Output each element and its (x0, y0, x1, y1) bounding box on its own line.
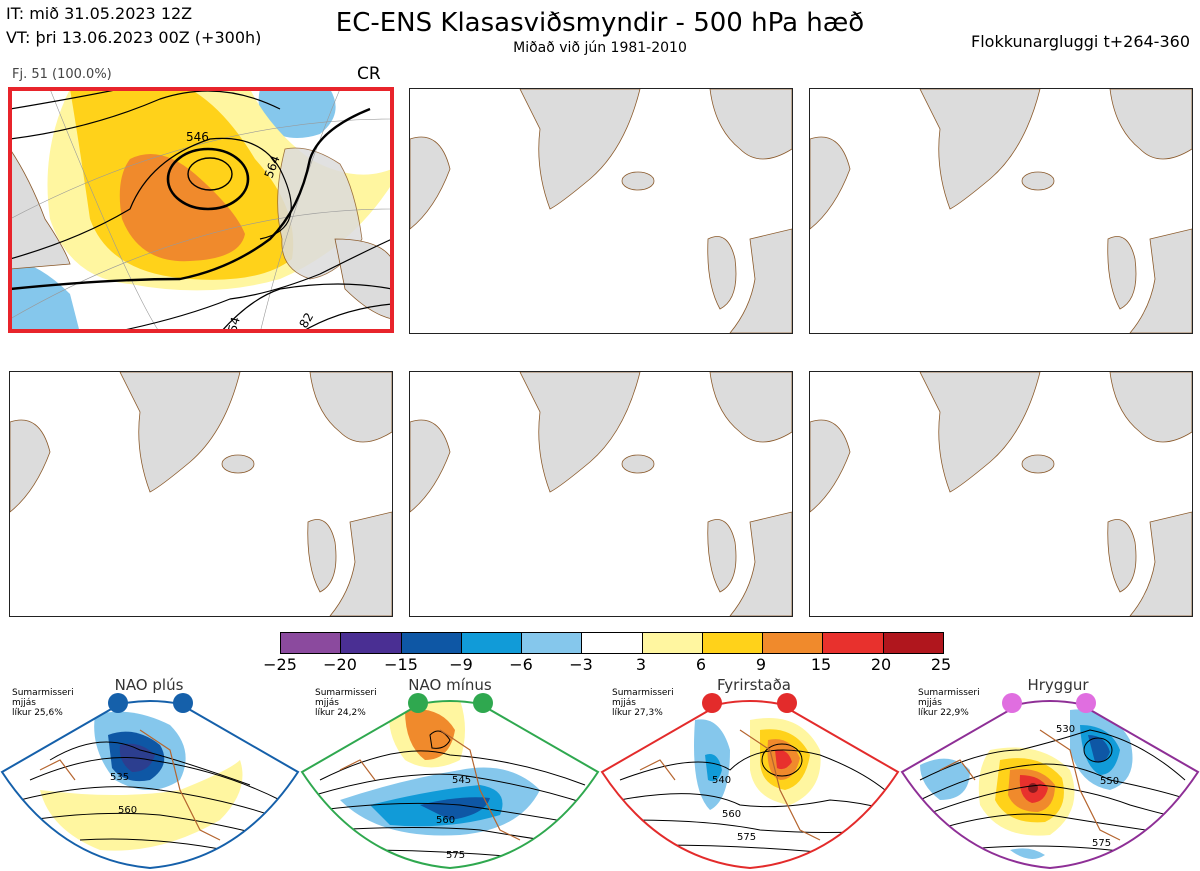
regime-title: NAO mínus (408, 676, 492, 694)
regime-probability: Sumarmisseri mjjás líkur 25,6% (12, 688, 74, 718)
colorbar-swatch (763, 633, 824, 653)
cluster-label: Fj. 51 (100.0%) (12, 67, 112, 82)
cluster-map-1[interactable]: 546 564 54 82 (10, 89, 392, 333)
contour-label: 560 (436, 815, 455, 826)
regime-title: Fyrirstaða (717, 676, 791, 694)
regime-marker (473, 693, 493, 713)
regime-map-nao-minus[interactable]: 545 560 575 (300, 690, 600, 871)
empty-map-graphic (810, 372, 1192, 616)
contour-label: 550 (1100, 776, 1119, 787)
contour-label: 540 (712, 775, 731, 786)
regime-marker (173, 693, 193, 713)
colorbar-tick: 9 (755, 655, 767, 674)
contour-label: 546 (186, 130, 209, 144)
contour-label: 560 (118, 805, 137, 816)
initial-time: IT: mið 31.05.2023 12Z (6, 4, 193, 23)
regime-map-blocking[interactable]: 540 560 575 (600, 690, 900, 871)
colorbar-swatch (281, 633, 342, 653)
colorbar-tick: −9 (449, 655, 473, 674)
colorbar-tick: −6 (509, 655, 533, 674)
page-title: EC-ENS Klasasviðsmyndir - 500 hPa hæð (335, 8, 865, 38)
colorbar-tick: 25 (930, 655, 952, 674)
colorbar-swatch (522, 633, 583, 653)
regime-probability: Sumarmisseri mjjás líkur 22,9% (918, 688, 980, 718)
regime-marker (1002, 693, 1022, 713)
contour-label: 535 (110, 772, 129, 783)
contour-label: 575 (737, 832, 756, 843)
colorbar-swatch (582, 633, 643, 653)
regime-map-nao-plus[interactable]: 535 560 (0, 690, 300, 871)
page-subtitle: Miðað við jún 1981-2010 (513, 40, 687, 56)
contour-label: 54 (225, 315, 242, 333)
cluster-map-2[interactable] (410, 89, 792, 333)
regime-marker (777, 693, 797, 713)
colorbar-swatch (642, 633, 703, 653)
cluster-map-1-graphic: 546 564 54 82 (10, 89, 392, 333)
regime-title: Hryggur (1027, 676, 1089, 694)
positive-anomaly-orange (119, 154, 245, 262)
colorbar (280, 632, 944, 654)
contour-label: 575 (1092, 838, 1111, 849)
regime-marker (408, 693, 428, 713)
regime-map-ridge[interactable]: 530 550 575 (900, 690, 1200, 871)
empty-map-graphic (410, 89, 792, 333)
contour-label: 545 (452, 775, 471, 786)
regime-probability: Sumarmisseri mjjás líkur 27,3% (612, 688, 674, 718)
contour-label: 530 (1056, 724, 1075, 735)
contour-label: 575 (446, 850, 465, 861)
regime-marker (108, 693, 128, 713)
colorbar-tick: −3 (569, 655, 593, 674)
colorbar-tick: 6 (695, 655, 707, 674)
colorbar-tick: −20 (323, 655, 357, 674)
contour-label: 560 (722, 809, 741, 820)
regime-probability: Sumarmisseri mjjás líkur 24,2% (315, 688, 377, 718)
colorbar-tick: −15 (384, 655, 418, 674)
colorbar-tick: 3 (635, 655, 647, 674)
colorbar-swatch (702, 633, 764, 653)
cluster-map-4[interactable] (10, 372, 392, 616)
colorbar-swatch (401, 633, 462, 653)
empty-map-graphic (10, 372, 392, 616)
colorbar-swatch (341, 633, 402, 653)
colorbar-tick: 15 (810, 655, 832, 674)
colorbar-tick: −25 (263, 655, 297, 674)
negative-anomaly-sw (10, 259, 80, 333)
negative-anomaly-n (258, 89, 336, 138)
regime-title: NAO plús (114, 676, 184, 694)
colorbar-tick: 20 (870, 655, 892, 674)
land-labrador (10, 148, 71, 270)
cluster-map-3[interactable] (810, 89, 1192, 333)
colorbar-swatch (823, 633, 884, 653)
cluster-map-5[interactable] (410, 372, 792, 616)
classification-window: Flokkunargluggi t+264-360 (971, 32, 1190, 51)
empty-map-graphic (810, 89, 1192, 333)
contour-label: 82 (296, 310, 316, 330)
colorbar-swatch (461, 633, 523, 653)
colorbar-swatch (883, 633, 943, 653)
cluster-regime-code: CR (357, 64, 381, 84)
empty-map-graphic (410, 372, 792, 616)
cluster-map-6[interactable] (810, 372, 1192, 616)
regime-marker (1076, 693, 1096, 713)
valid-time: VT: þri 13.06.2023 00Z (+300h) (6, 28, 262, 47)
regime-marker (702, 693, 722, 713)
